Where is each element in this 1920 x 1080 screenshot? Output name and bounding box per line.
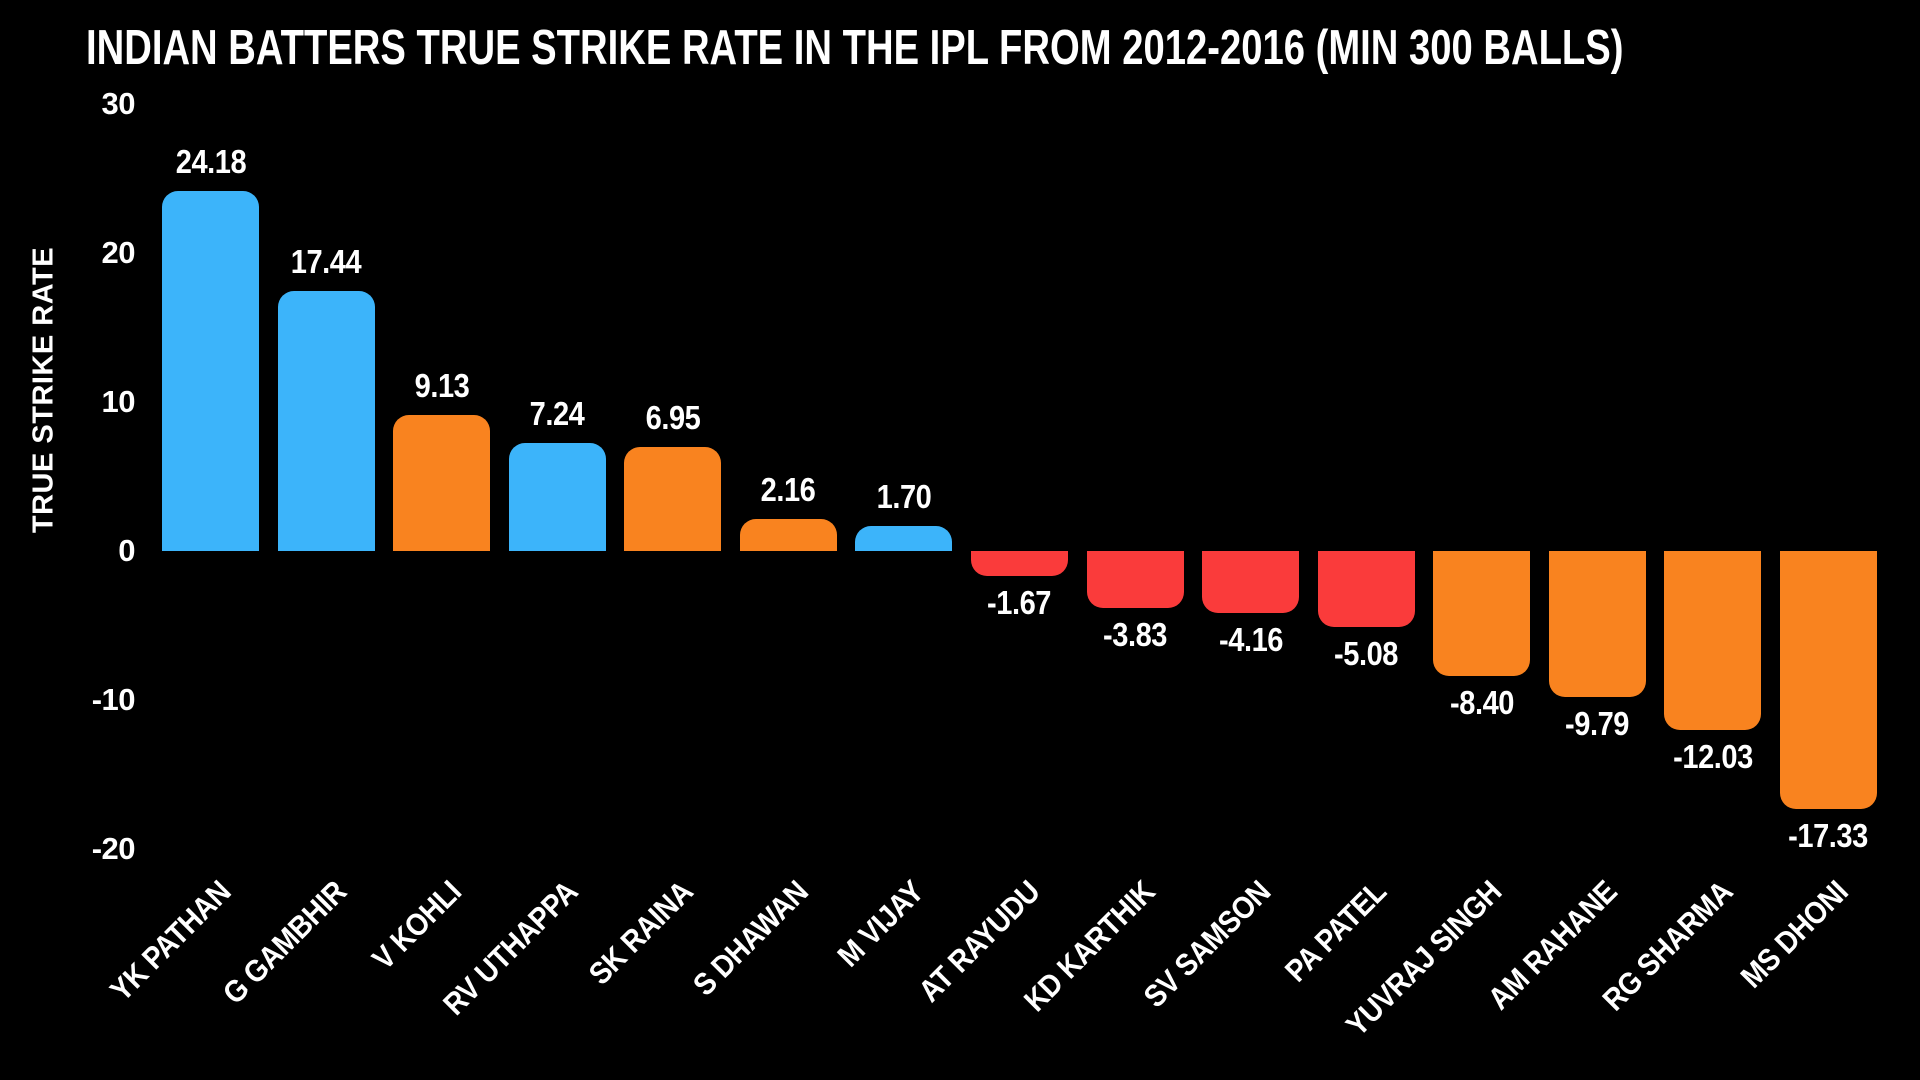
bar-value-label: 1.70 xyxy=(876,477,932,515)
bar-value-label: -3.83 xyxy=(1103,616,1168,654)
bar xyxy=(970,551,1068,576)
bar xyxy=(393,414,491,551)
bar-value-label: 7.24 xyxy=(529,395,585,433)
x-tick-label-text: MS DHONI xyxy=(1734,873,1856,995)
bar-value-label: -1.67 xyxy=(987,583,1052,621)
bar xyxy=(1548,551,1646,697)
x-tick-label-text: G GAMBHIR xyxy=(215,873,353,1011)
bar xyxy=(1664,551,1762,731)
bar-value-label: -8.40 xyxy=(1449,684,1514,722)
x-tick-label-text: V KOHLI xyxy=(365,873,469,977)
bar xyxy=(162,190,259,551)
y-tick-label: 20 xyxy=(101,235,136,270)
bar xyxy=(1202,551,1300,613)
bar-value-label: 24.18 xyxy=(175,142,246,180)
bar xyxy=(1086,551,1184,609)
x-tick-label-text: M VIJAY xyxy=(830,873,931,974)
bar xyxy=(508,443,606,551)
bar xyxy=(1433,551,1531,677)
y-tick-label: -20 xyxy=(91,831,136,866)
y-tick-label: -10 xyxy=(91,682,136,717)
bar xyxy=(624,447,722,551)
bar-value-label: 17.44 xyxy=(290,243,362,281)
chart-title: INDIAN BATTERS TRUE STRIKE RATE IN THE I… xyxy=(86,21,1624,75)
y-tick-label: 0 xyxy=(118,533,135,568)
bar-value-label: -5.08 xyxy=(1334,634,1399,672)
bar-value-label: 6.95 xyxy=(645,399,701,437)
y-tick-label: 30 xyxy=(101,86,136,121)
x-tick-label-text: SK RAINA xyxy=(581,873,700,992)
bar-value-label: -12.03 xyxy=(1673,738,1753,776)
x-tick-label-text: PA PATEL xyxy=(1278,873,1393,989)
bar-value-label: 2.16 xyxy=(760,470,816,508)
x-tick-label-text: S DHAWAN xyxy=(686,873,815,1003)
y-tick-label: 10 xyxy=(101,384,136,419)
bar-value-label: -4.16 xyxy=(1218,620,1283,658)
bar xyxy=(1317,551,1415,627)
bar xyxy=(855,525,953,551)
bar xyxy=(739,518,837,551)
bar xyxy=(277,291,375,551)
bar-value-label: -9.79 xyxy=(1565,704,1630,742)
bar-value-label: 9.13 xyxy=(414,366,470,404)
bar-value-label: -17.33 xyxy=(1788,817,1869,855)
bar xyxy=(1779,551,1877,810)
